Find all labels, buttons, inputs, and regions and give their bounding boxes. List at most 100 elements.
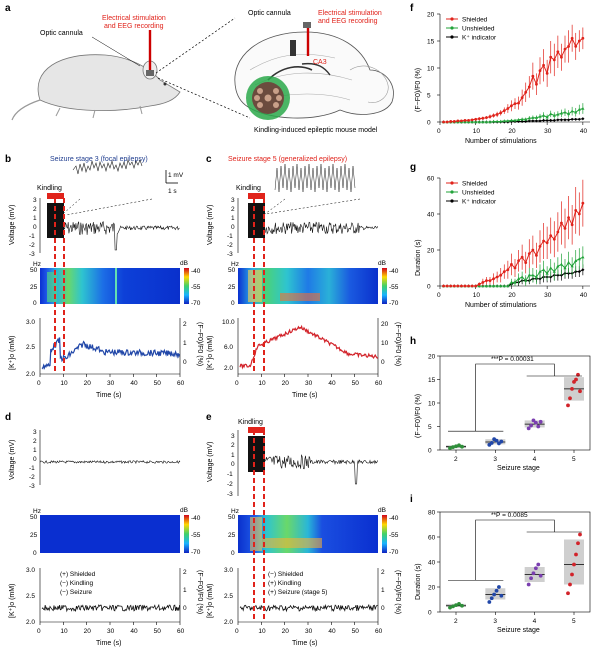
volt-tick-d: 2 <box>33 438 37 445</box>
data-point <box>454 603 458 608</box>
data-point <box>556 264 560 268</box>
data-point <box>448 605 452 610</box>
data-point <box>445 284 449 288</box>
data-point <box>449 284 453 288</box>
data-point <box>474 117 478 121</box>
volt-tick-d: 0 <box>33 456 37 463</box>
data-point <box>581 106 585 110</box>
hz-tick-d: 25 <box>30 532 38 539</box>
data-point <box>556 112 560 116</box>
volt-tick-e: 2 <box>231 442 235 449</box>
stim-label-line1: Electrical stimulation <box>102 15 166 22</box>
eeg-trace-d <box>39 460 181 465</box>
k-tick-b: 2.0 <box>26 371 35 378</box>
data-point <box>538 119 542 123</box>
data-point <box>542 239 545 243</box>
df-tick-e: 2 <box>381 569 385 576</box>
panel-label-b: b <box>5 154 11 165</box>
panel-label-h: h <box>410 336 416 347</box>
p-value: **P = 0.0085 <box>491 512 528 519</box>
data-point <box>536 424 541 429</box>
data-point <box>460 603 464 608</box>
y-axis-label: Duration (s) <box>415 239 422 276</box>
data-point <box>477 120 481 124</box>
data-point <box>536 562 541 567</box>
data-point <box>485 116 488 120</box>
data-point <box>531 273 535 277</box>
volt-tick-b: 1 <box>33 215 37 222</box>
time-label-b: Time (s) <box>96 392 121 399</box>
data-point <box>527 119 531 123</box>
legend-kindling-e: (+) Kindling <box>268 580 301 587</box>
voltage-axis-c: Voltage (mV) 3 2 1 0 -1 -2 -3 <box>207 197 239 258</box>
volt-tick-b: -2 <box>29 242 35 249</box>
data-point <box>445 120 449 124</box>
scale-s-b: 1 s <box>168 188 177 195</box>
volt-tick-e: -3 <box>227 491 233 498</box>
x-tick-label: 3 <box>493 456 497 463</box>
hz-label-b: Hz <box>33 261 41 268</box>
data-point <box>552 118 556 122</box>
legend-marker <box>450 17 454 21</box>
x-axis-label: Number of stimulations <box>465 302 537 309</box>
data-point <box>545 118 549 122</box>
series-line-kindicator <box>443 269 584 287</box>
data-point <box>570 264 574 268</box>
chart-h: 20 15 10 5 0 (F−F0)/F0 (%) 2 3 4 5 Seizure stage **… <box>415 354 591 472</box>
y-tick-label: 15 <box>427 39 435 46</box>
data-point <box>581 201 585 205</box>
legend-label: Unshielded <box>462 190 495 197</box>
hz-tick-c: 0 <box>231 300 235 307</box>
data-point <box>513 102 517 106</box>
data-point <box>570 572 574 577</box>
data-point <box>570 387 574 391</box>
data-point <box>470 120 474 124</box>
data-point <box>452 120 456 123</box>
df-label-e: (F−F0)/F0 (%) <box>394 570 401 614</box>
y-tick-label: 0 <box>428 448 432 455</box>
y-tick-label: 60 <box>428 535 436 542</box>
data-point <box>541 118 546 122</box>
data-point <box>577 117 581 121</box>
df-tick-b: 0 <box>183 359 187 366</box>
data-point <box>570 223 574 227</box>
data-point <box>529 423 533 428</box>
potassium-trace-d <box>41 603 180 613</box>
db-tick-c: -70 <box>389 300 399 307</box>
df-tick-c: 0 <box>381 359 385 366</box>
volt-tick-b: 0 <box>33 224 37 231</box>
legend-label: K⁺ indicator <box>462 199 497 206</box>
kindling-label-c: Kindling <box>236 185 261 192</box>
data-point <box>492 592 497 597</box>
potassium-plot-c: 10.0 6.0 2.0 [K⁺]o (mM) 20 10 0 (F−F0)/F… <box>207 318 401 399</box>
data-point <box>545 115 549 119</box>
volt-tick-d: -2 <box>29 474 35 481</box>
eeg-trace-c <box>264 221 378 235</box>
hz-tick-b: 25 <box>30 284 38 291</box>
box-stage-5 <box>564 539 584 585</box>
data-point <box>517 101 520 105</box>
data-point <box>484 284 489 288</box>
data-point <box>474 120 478 124</box>
hz-tick-d: 0 <box>33 550 37 557</box>
time-label-d: Time (s) <box>96 640 121 647</box>
data-point <box>516 277 521 280</box>
data-point <box>451 445 455 450</box>
time-tick-label: 30 <box>305 380 313 387</box>
voltage-axis-b: Voltage (mV) 3 2 1 0 -1 -2 -3 <box>9 197 41 258</box>
x-tick-label: 30 <box>544 128 552 135</box>
data-point <box>559 111 564 115</box>
data-point <box>494 588 499 593</box>
legend-seizure-d: (−) Seizure <box>60 589 92 596</box>
df-tick-d: 1 <box>183 587 187 594</box>
db-tick-b: -70 <box>191 300 201 307</box>
data-point <box>556 230 560 234</box>
hz-tick-c: 50 <box>228 267 236 274</box>
data-point <box>563 110 567 114</box>
data-point <box>535 82 538 86</box>
y-tick-label: 60 <box>427 176 435 183</box>
data-point <box>574 45 578 48</box>
data-point <box>502 270 506 273</box>
data-point <box>566 591 570 596</box>
time-tick-label: 30 <box>107 628 115 635</box>
